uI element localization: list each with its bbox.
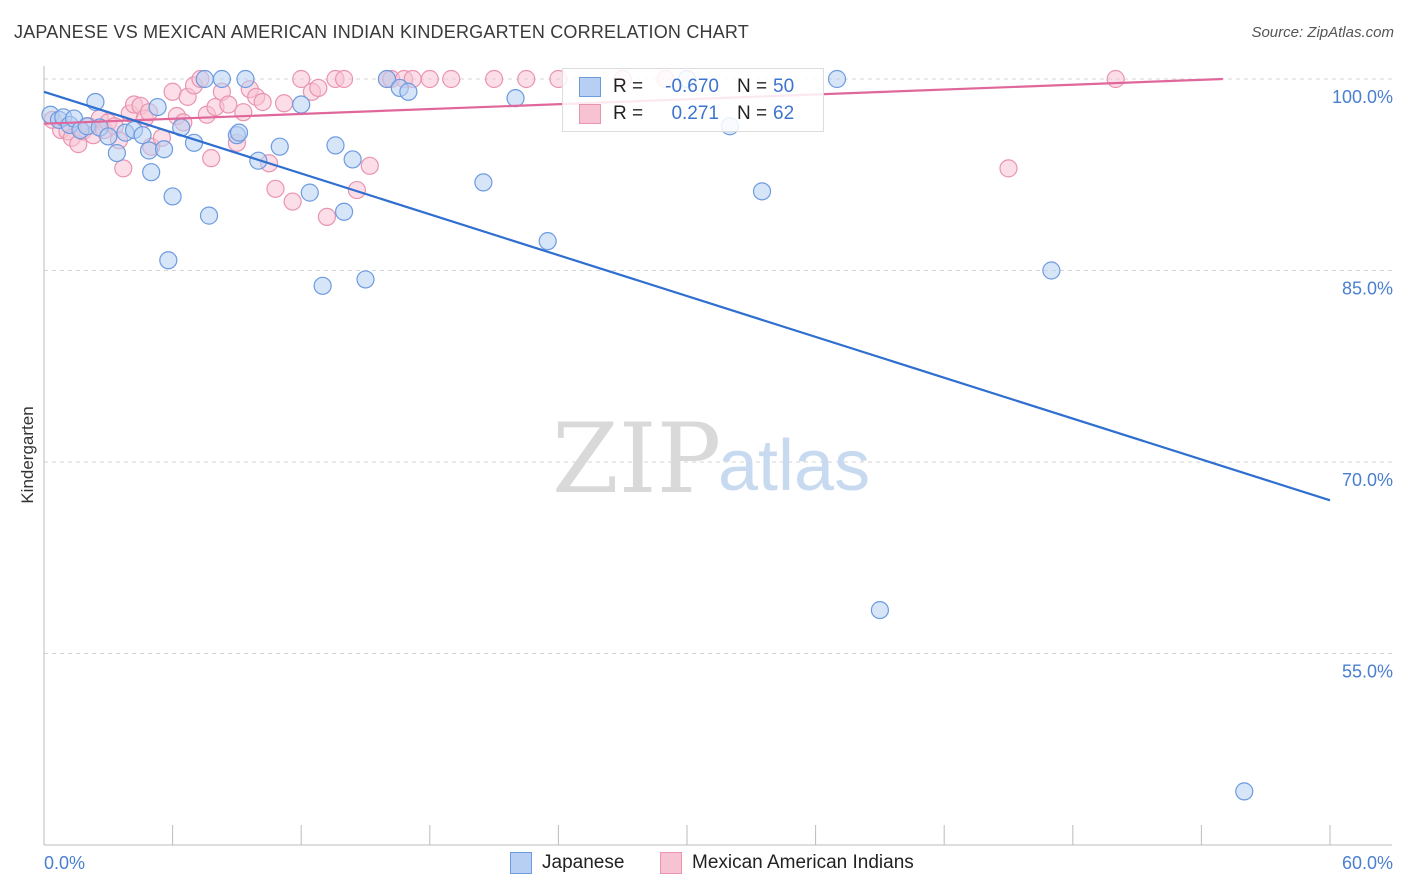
japanese-point <box>343 150 362 169</box>
watermark-atlas: atlas <box>718 426 870 506</box>
legend-row-japanese: R = -0.670 N = 50 <box>579 75 794 99</box>
y-tick-label: 70.0% <box>1342 470 1393 490</box>
japanese-point <box>212 69 231 89</box>
y-tick-label: 100.0% <box>1332 87 1393 107</box>
mexican-point <box>999 159 1018 178</box>
japanese-point <box>163 187 182 206</box>
japanese-point <box>870 600 890 620</box>
japanese-point <box>377 69 397 89</box>
japanese-trend-line <box>43 90 1331 502</box>
japanese-point <box>300 183 319 202</box>
x-tick-label: 60.0% <box>1342 853 1393 873</box>
japanese-point <box>229 123 249 142</box>
japanese-point <box>159 251 178 270</box>
japanese-point <box>474 173 493 192</box>
japanese-point <box>538 232 557 251</box>
legend-r-value: 0.271 <box>671 103 719 124</box>
mexican-point <box>283 192 302 211</box>
japanese-point <box>142 163 161 182</box>
axes <box>43 66 1392 846</box>
y-tick-label: 85.0% <box>1342 279 1393 299</box>
mexican-point <box>1106 69 1125 89</box>
japanese-point <box>148 97 167 117</box>
mexican-point <box>517 69 536 89</box>
watermark-zip: ZIP <box>552 403 721 515</box>
japanese-point <box>154 140 174 159</box>
mexican-swatch <box>579 104 601 124</box>
legend-row-mexican: R = 0.271 N = 62 <box>579 102 794 126</box>
mexican-point <box>334 69 354 89</box>
x-tick-labels: 0.0% 60.0% <box>44 853 1393 873</box>
japanese-point <box>752 182 772 201</box>
x-tick-label: 0.0% <box>44 853 85 873</box>
mexican-point <box>234 103 253 122</box>
series-legend: Japanese Mexican American Indians <box>0 852 1406 878</box>
mexican-point <box>317 207 337 226</box>
japanese-swatch <box>510 852 532 874</box>
correlation-legend: R = -0.670 N = 50 R = 0.271 N = 62 <box>562 68 824 132</box>
mexican-point <box>253 92 272 112</box>
japanese-point <box>313 276 332 295</box>
japanese-point <box>195 69 214 89</box>
gridlines <box>44 78 1392 654</box>
mexican-point <box>266 179 285 198</box>
y-tick-labels: 55.0% 70.0% 85.0% 100.0% <box>1332 87 1393 682</box>
japanese-point <box>334 202 354 221</box>
legend-r-label: R = <box>613 103 644 124</box>
legend-r-label: R = <box>613 76 644 97</box>
legend-item-mexican[interactable]: Mexican American Indians <box>660 852 914 874</box>
japanese-point <box>292 95 311 114</box>
japanese-point <box>139 141 159 160</box>
chart-source: Source: ZipAtlas.com <box>1251 24 1394 41</box>
y-tick-label: 55.0% <box>1342 662 1393 682</box>
legend-item-japanese[interactable]: Japanese <box>510 852 624 874</box>
legend-n-label: N = <box>737 103 768 124</box>
mexican-point <box>442 69 461 89</box>
mexican-point <box>219 95 238 114</box>
japanese-point <box>827 69 847 89</box>
japanese-point <box>356 270 375 289</box>
mexican-point <box>485 69 504 89</box>
japanese-point <box>107 143 126 163</box>
mexican-swatch <box>660 852 682 874</box>
japanese-swatch <box>579 77 601 97</box>
mexican-point <box>360 156 379 175</box>
mexican-point <box>292 69 311 89</box>
mexican-point <box>114 159 133 178</box>
japanese-point <box>236 69 255 89</box>
japanese-point <box>199 206 219 225</box>
japanese-point <box>99 127 118 146</box>
japanese-point <box>1235 782 1254 801</box>
japanese-point <box>506 89 525 108</box>
mexican-point <box>202 149 221 168</box>
legend-label-japanese: Japanese <box>542 852 625 873</box>
japanese-point <box>133 126 152 145</box>
japanese-point <box>270 137 289 156</box>
mexican-point <box>309 78 328 98</box>
legend-n-value: 50 <box>773 76 795 97</box>
mexican-point <box>274 94 294 113</box>
chart-title: JAPANESE VS MEXICAN AMERICAN INDIAN KIND… <box>14 22 749 42</box>
legend-n-label: N = <box>737 76 768 97</box>
japanese-point <box>399 82 418 101</box>
legend-r-value: -0.670 <box>665 76 719 97</box>
japanese-point <box>1042 261 1061 280</box>
mexican-point <box>420 69 439 89</box>
japanese-point <box>326 136 345 155</box>
legend-label-mexican: Mexican American Indians <box>692 852 914 873</box>
legend-n-value: 62 <box>773 103 795 124</box>
